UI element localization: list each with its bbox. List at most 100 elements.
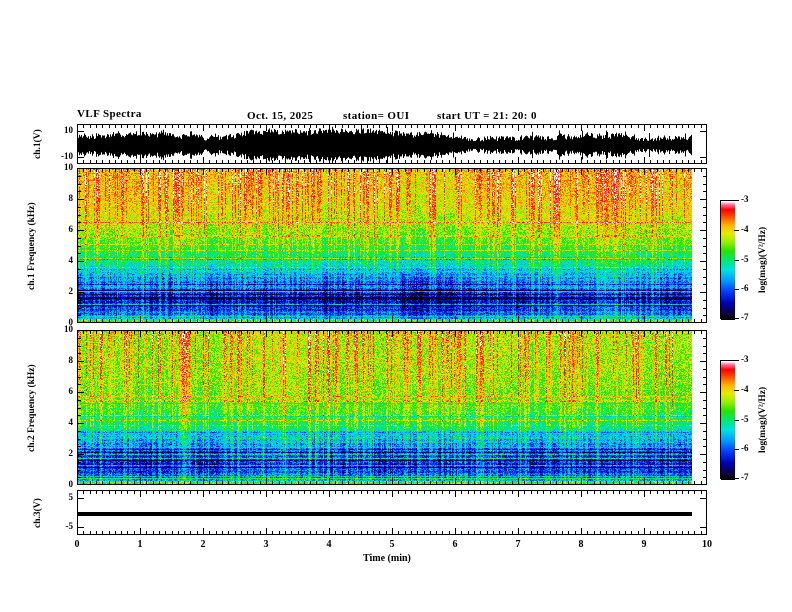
xtick-mark — [266, 528, 267, 534]
xtick-mark — [606, 169, 607, 172]
xtick-mark — [518, 316, 519, 322]
xtick-mark — [304, 125, 305, 128]
xtick-mark — [379, 169, 380, 172]
ytick-mark — [78, 353, 81, 354]
ytick-mark — [78, 384, 81, 385]
colorbar-tick-mark — [734, 200, 739, 201]
xtick-mark — [676, 169, 677, 172]
xtick-mark — [455, 528, 456, 534]
ytick-mark — [78, 215, 81, 216]
ytick-ch1v-10: 10 — [64, 124, 73, 135]
xtick-mark — [298, 169, 299, 172]
xtick-mark — [228, 160, 229, 163]
xtick-mark — [222, 481, 223, 484]
xtick-label-time-3: 3 — [263, 539, 269, 550]
xtick-mark — [474, 491, 475, 494]
xtick-mark — [266, 478, 267, 484]
xtick-mark — [190, 319, 191, 322]
xtick-mark — [512, 160, 513, 163]
xtick-mark — [442, 531, 443, 534]
xtick-mark — [430, 491, 431, 494]
xtick-mark — [424, 531, 425, 534]
xtick-mark — [348, 531, 349, 534]
ytick-mark — [703, 238, 706, 239]
colorbar-tick-mark — [734, 289, 739, 290]
xtick-mark — [367, 491, 368, 494]
ytick-mark — [700, 392, 706, 393]
xtick-mark — [235, 491, 236, 494]
xtick-mark — [121, 125, 122, 128]
xtick-mark — [436, 331, 437, 334]
xtick-mark — [235, 125, 236, 128]
xtick-mark — [253, 531, 254, 534]
xtick-mark — [342, 481, 343, 484]
xtick-mark — [386, 160, 387, 163]
xtick-mark — [499, 160, 500, 163]
xtick-mark — [411, 319, 412, 322]
xtick-mark — [543, 331, 544, 334]
xtick-mark — [701, 319, 702, 322]
xtick-mark — [323, 491, 324, 494]
xtick-mark — [279, 491, 280, 494]
ytick-mark — [78, 261, 84, 262]
ytick-label-ch2-freq-6: 6 — [68, 386, 74, 396]
xtick-mark — [379, 331, 380, 334]
ytick-mark — [700, 361, 706, 362]
xtick-mark — [379, 319, 380, 322]
ytick-mark — [703, 346, 706, 347]
xtick-mark — [650, 169, 651, 172]
xtick-mark — [102, 331, 103, 334]
xtick-mark — [619, 125, 620, 128]
xtick-mark — [461, 331, 462, 334]
xtick-mark — [493, 481, 494, 484]
ytick-mark — [78, 330, 84, 331]
xtick-mark — [581, 125, 582, 131]
xtick-mark — [209, 160, 210, 163]
xtick-mark — [455, 316, 456, 322]
xtick-mark — [127, 491, 128, 494]
xtick-mark — [247, 531, 248, 534]
xtick-mark — [405, 481, 406, 484]
xtick-mark — [600, 331, 601, 334]
xtick-mark — [209, 319, 210, 322]
xtick-mark — [676, 331, 677, 334]
xtick-mark — [543, 160, 544, 163]
xtick-mark — [436, 319, 437, 322]
xtick-mark — [587, 160, 588, 163]
xtick-mark — [442, 481, 443, 484]
xtick-mark — [190, 491, 191, 494]
xtick-mark — [90, 125, 91, 128]
panel-ch3-waveform — [77, 490, 707, 535]
xtick-mark — [323, 160, 324, 163]
axis-label-ch2-frequency: ch.2 Frequency (kHz) — [27, 363, 37, 452]
xtick-mark — [405, 319, 406, 322]
ytick-mark — [703, 446, 706, 447]
xtick-mark — [480, 491, 481, 494]
colorbar-ch1-tick-neg7: -7 — [741, 312, 749, 322]
xtick-mark — [184, 160, 185, 163]
xtick-mark — [241, 481, 242, 484]
ytick-mark — [78, 207, 81, 208]
xtick-mark — [575, 531, 576, 534]
xtick-mark — [90, 531, 91, 534]
colorbar-ch1-tick-neg5: -5 — [741, 254, 749, 264]
xtick-mark — [600, 160, 601, 163]
xtick-mark — [266, 157, 267, 163]
xtick-mark — [550, 169, 551, 172]
xtick-mark — [335, 331, 336, 334]
xtick-mark — [386, 331, 387, 334]
xtick-mark — [178, 331, 179, 334]
ytick-mark — [78, 462, 81, 463]
xtick-mark — [657, 491, 658, 494]
xtick-mark — [228, 491, 229, 494]
ytick-mark — [703, 246, 706, 247]
ytick-mark — [78, 253, 81, 254]
ytick-mark — [78, 322, 84, 323]
xtick-mark — [657, 125, 658, 128]
xtick-mark — [348, 481, 349, 484]
ytick-mark — [703, 308, 706, 309]
xtick-mark — [449, 491, 450, 494]
ytick-label-ch2-freq-10: 10 — [64, 324, 73, 334]
xtick-mark — [386, 169, 387, 172]
xtick-mark — [518, 478, 519, 484]
